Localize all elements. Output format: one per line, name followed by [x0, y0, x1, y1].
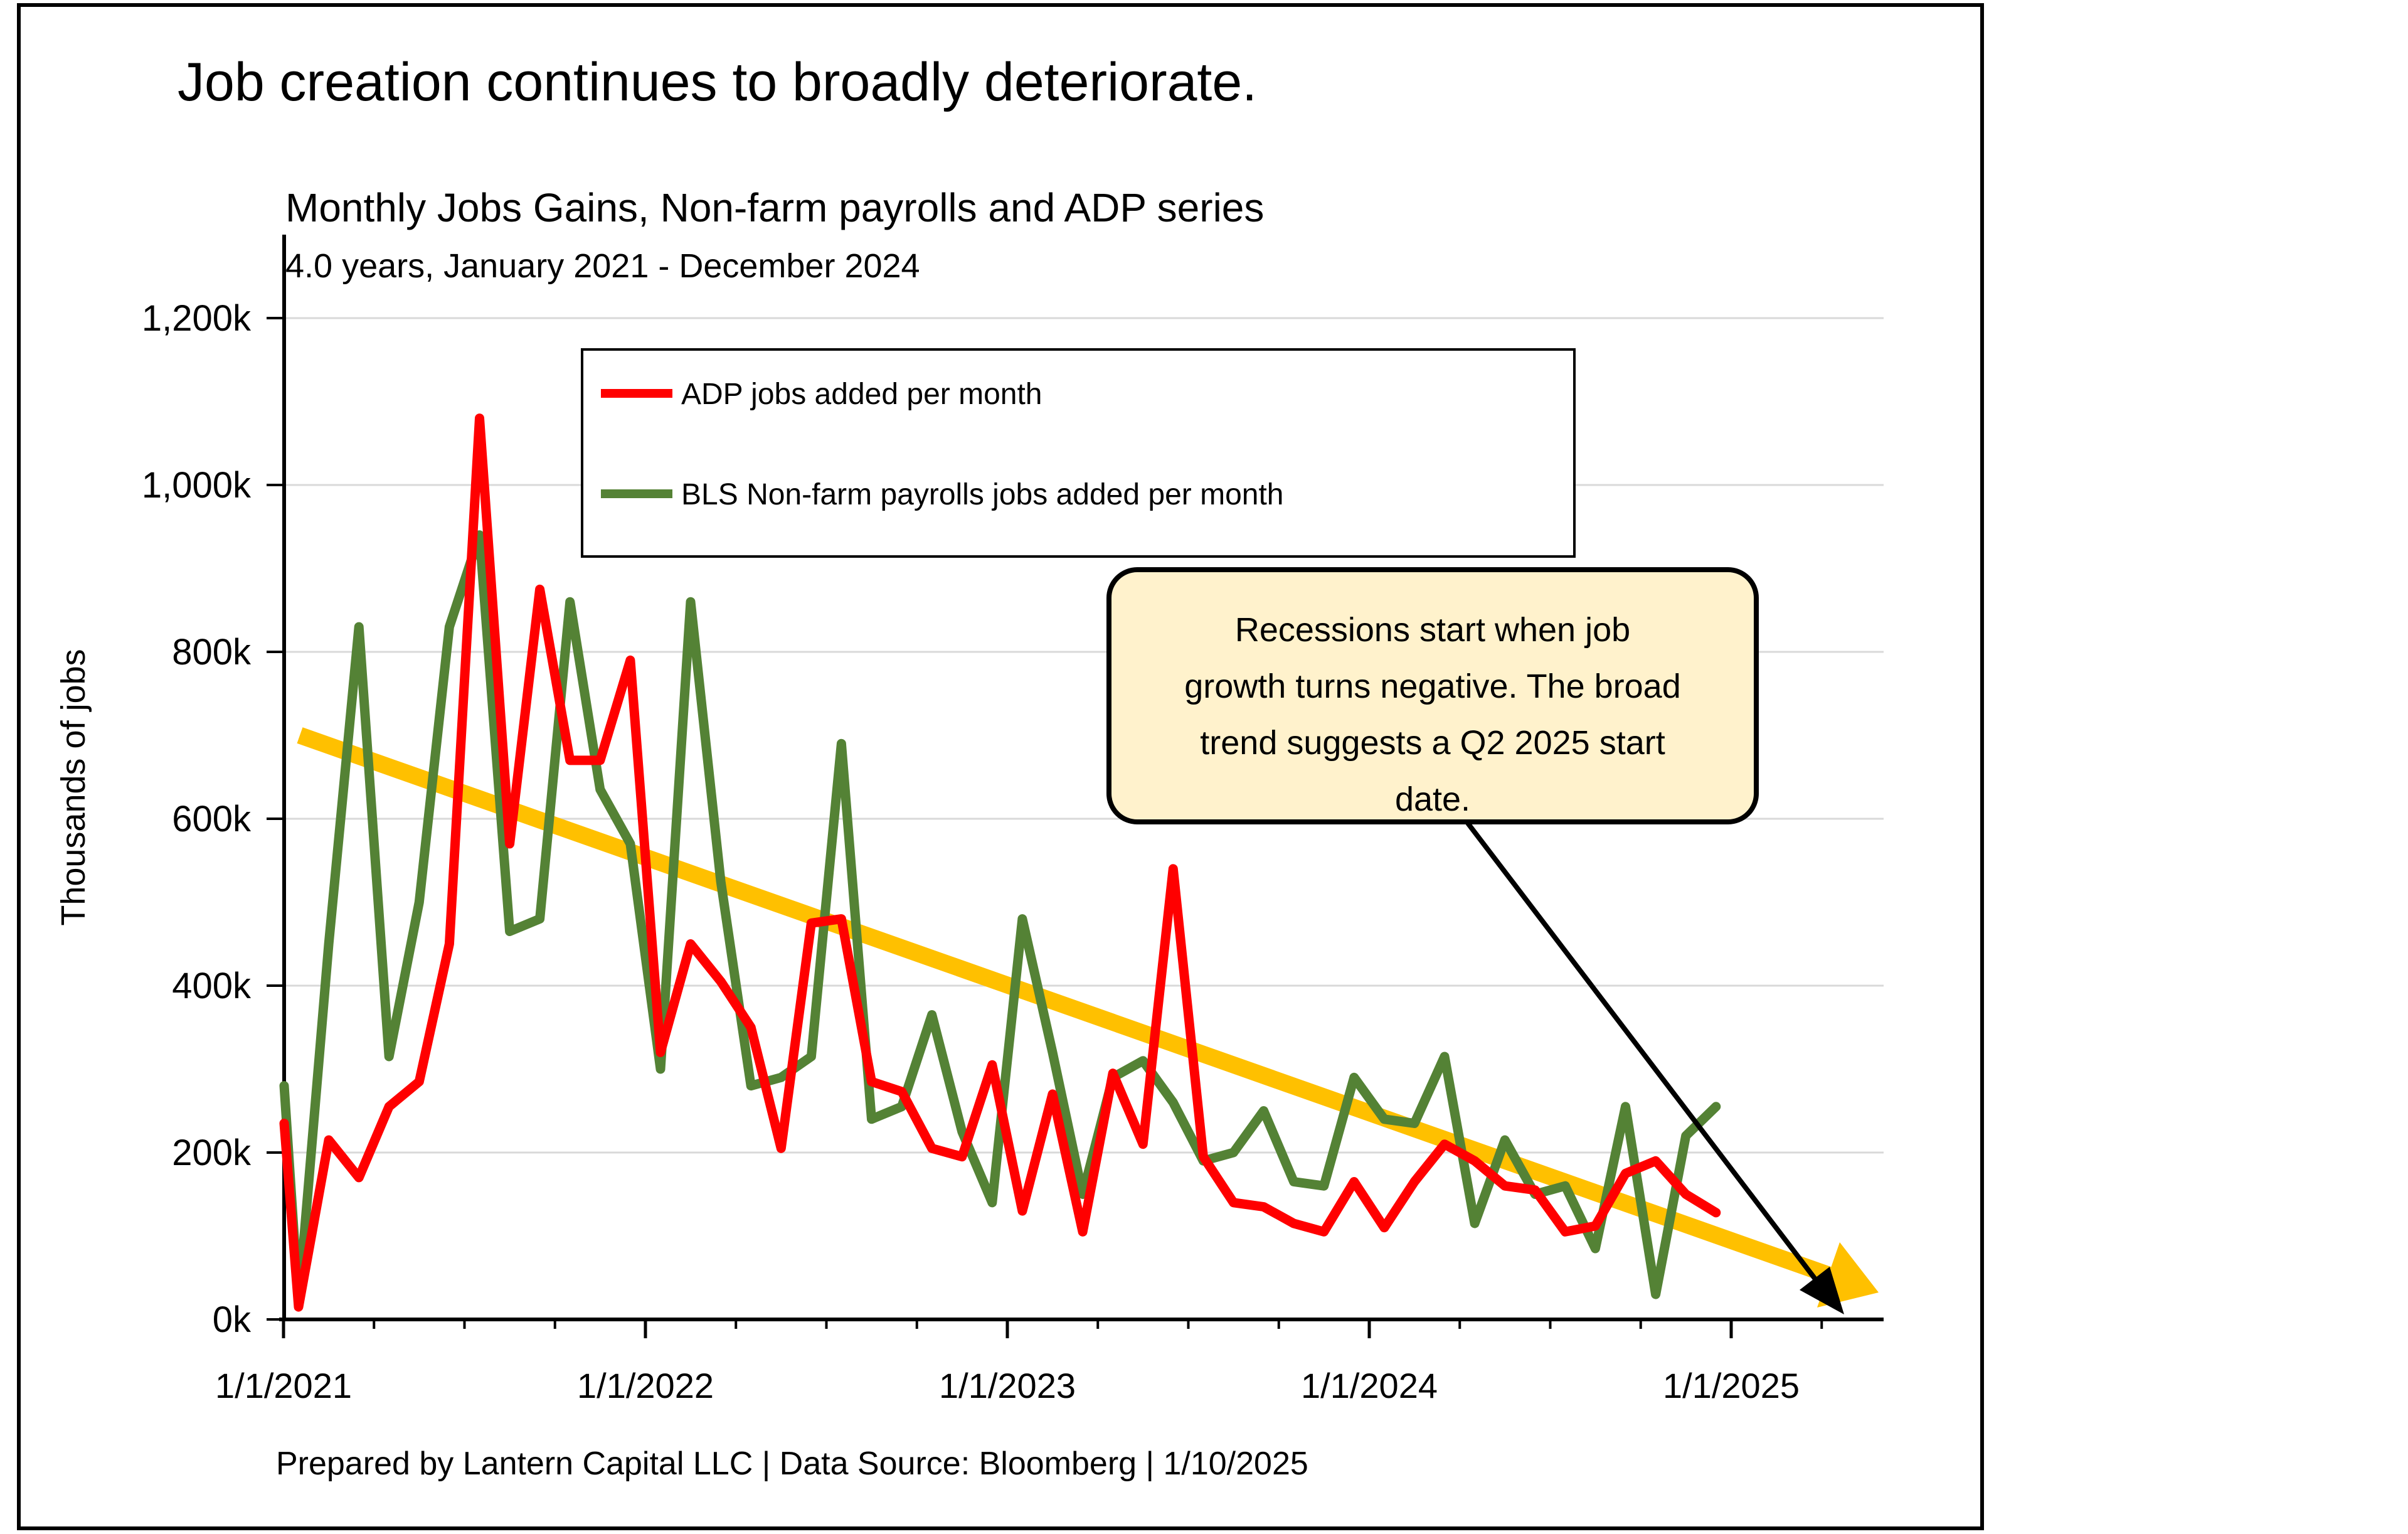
y-tick-label-800k: 800k: [172, 632, 252, 673]
y-tick-label-200k: 200k: [172, 1132, 252, 1173]
legend-adp-label: ADP jobs added per month: [681, 378, 1042, 411]
callout-line-4: date.: [1395, 780, 1470, 818]
callout-arrowhead-icon: [1800, 1267, 1844, 1314]
callout-line-3: trend suggests a Q2 2025 start: [1200, 724, 1665, 762]
page-title: Job creation continues to broadly deteri…: [178, 52, 1257, 112]
chart-subtitle: Monthly Jobs Gains, Non-farm payrolls an…: [285, 185, 1264, 230]
x-tick-label-0: 1/1/2021: [215, 1366, 352, 1405]
y-tick-label-1000k: 1,000k: [142, 465, 252, 506]
adp-line: [279, 413, 1721, 1312]
x-tick-label-4: 1/1/2025: [1663, 1366, 1800, 1405]
y-tick-label-600k: 600k: [172, 799, 252, 839]
annotation-callout: Recessions start when job growth turns n…: [1106, 567, 1844, 1314]
x-tick-label-3: 1/1/2024: [1301, 1366, 1438, 1405]
y-axis-ticks: 0k 200k 400k 600k 800k 1,000k 1,200k: [142, 298, 284, 1340]
chart-period: 4.0 years, January 2021 - December 2024: [285, 247, 920, 285]
callout-line-1: Recessions start when job: [1235, 611, 1630, 649]
callout-bubble: [1106, 567, 1759, 824]
legend-border: [581, 348, 1576, 558]
callout-line-2: growth turns negative. The broad: [1184, 668, 1681, 705]
bls-line: [279, 530, 1721, 1308]
x-tick-label-2: 1/1/2023: [939, 1366, 1076, 1405]
y-tick-label-1200k: 1,200k: [142, 298, 252, 339]
y-tick-label-0k: 0k: [213, 1299, 252, 1340]
y-axis-title: Thousands of jobs: [55, 649, 92, 925]
x-tick-label-1: 1/1/2022: [577, 1366, 714, 1405]
y-tick-label-400k: 400k: [172, 966, 252, 1006]
x-axis-ticks: 1/1/2021 1/1/2022 1/1/2023 1/1/2024 1/1/2025: [215, 1319, 1823, 1405]
source-footer: Prepared by Lantern Capital LLC | Data S…: [276, 1446, 1308, 1482]
callout-arrow-line: [1465, 821, 1818, 1282]
legend-box: ADP jobs added per month BLS Non-farm pa…: [581, 348, 1576, 558]
legend-bls-label: BLS Non-farm payrolls jobs added per mon…: [681, 478, 1284, 511]
series-lines: [279, 413, 1721, 1312]
trend-line: [297, 727, 1832, 1283]
